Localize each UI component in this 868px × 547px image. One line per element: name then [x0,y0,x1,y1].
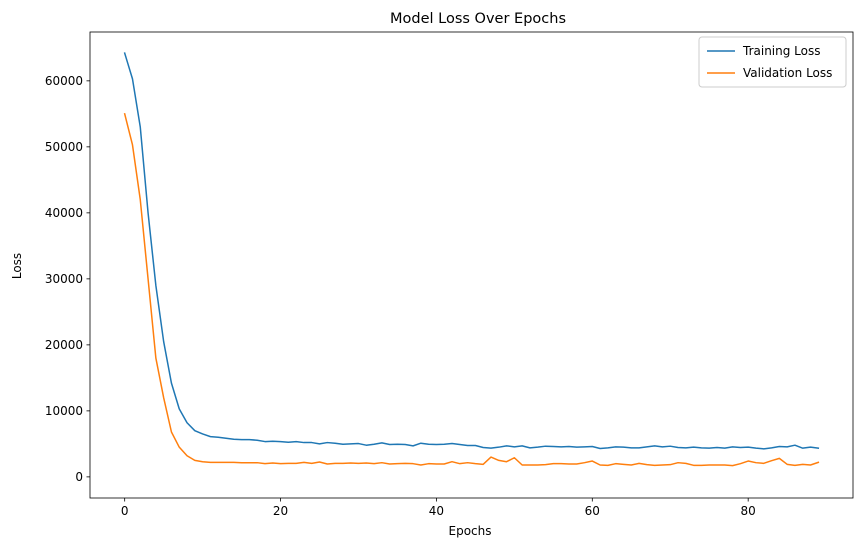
x-tick-label: 20 [273,504,288,518]
plot-area [123,52,820,467]
legend-label: Validation Loss [743,66,832,80]
x-tick-label: 60 [585,504,600,518]
x-axis-title: Epochs [449,524,492,538]
y-tick-label: 30000 [45,272,83,286]
x-tick-label: 80 [741,504,756,518]
series-line-training-loss [123,52,820,450]
axes-frame [89,31,854,499]
y-tick-label: 0 [75,470,83,484]
y-axis-title: Loss [10,253,24,279]
y-tick-label: 60000 [45,74,83,88]
x-axis: 0 20 40 60 80 [121,498,756,518]
chart-title: Model Loss Over Epochs [390,11,566,27]
y-tick-label: 40000 [45,206,83,220]
y-tick-label: 20000 [45,338,83,352]
x-tick-label: 40 [429,504,444,518]
y-tick-label: 50000 [45,140,83,154]
y-tick-label: 10000 [45,404,83,418]
legend-label: Training Loss [742,44,820,58]
legend-box [698,36,847,88]
x-tick-label: 0 [121,504,129,518]
y-axis: 0 10000 20000 30000 40000 50000 60000 [45,74,90,484]
legend: Training Loss Validation Loss [698,36,847,88]
series-line-validation-loss [123,112,820,467]
